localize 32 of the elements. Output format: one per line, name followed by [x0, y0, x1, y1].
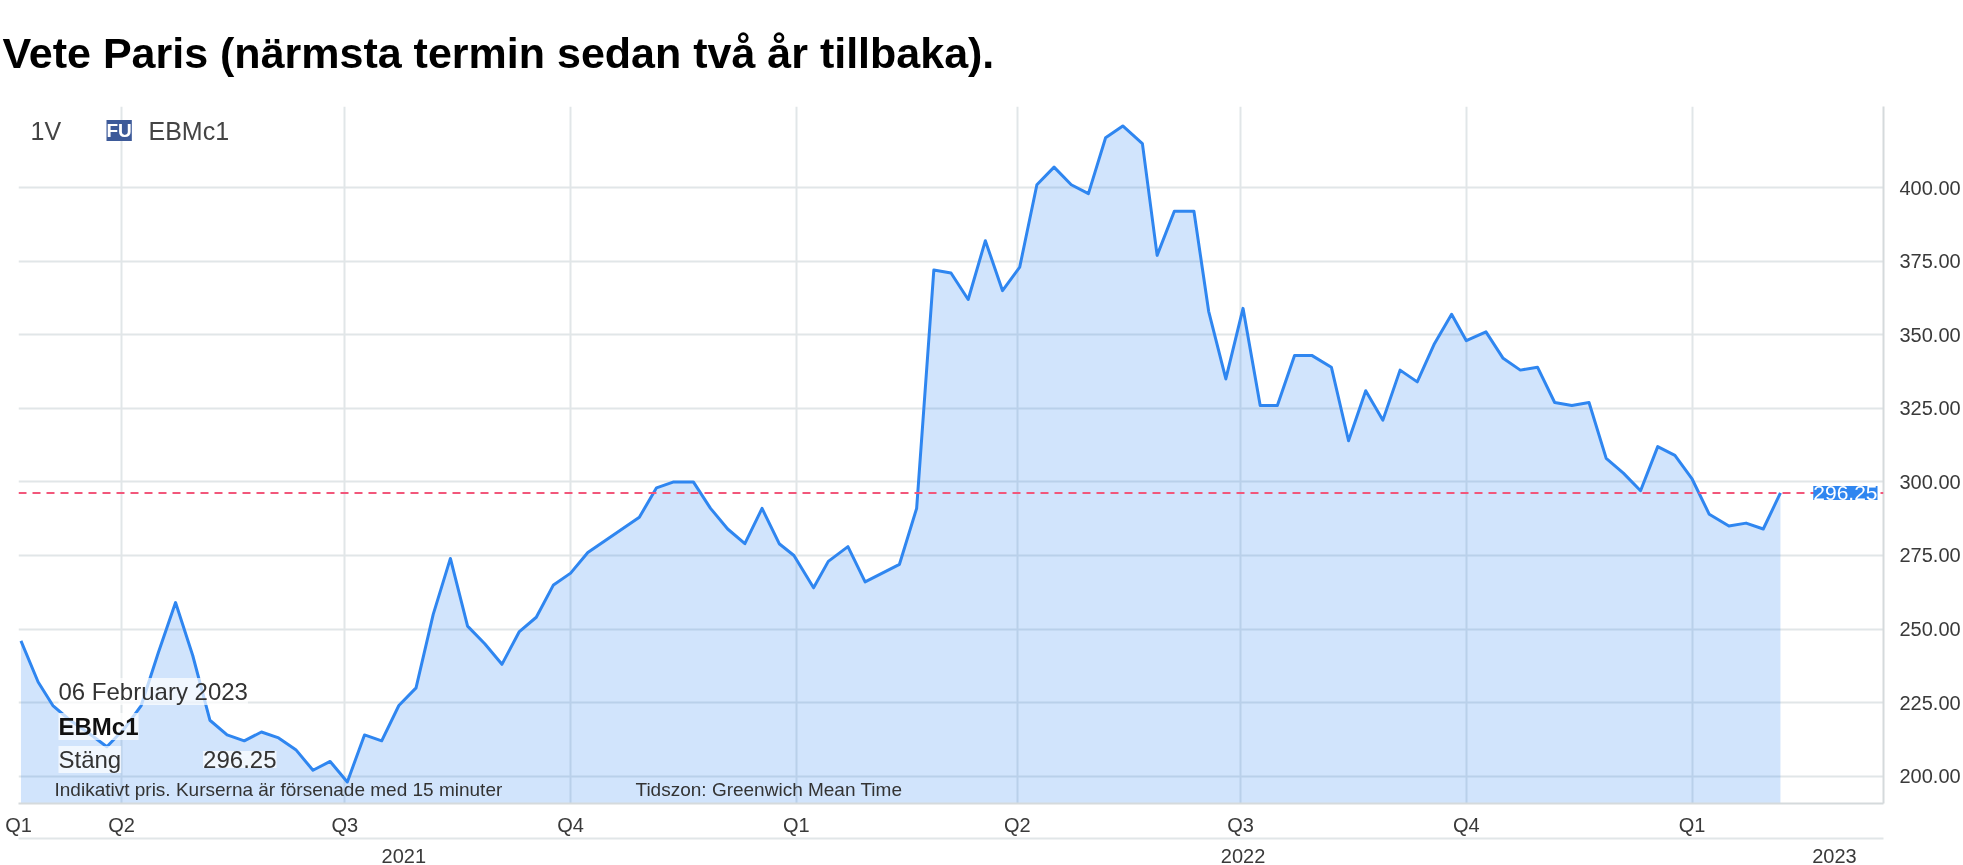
annotation: FU — [106, 120, 132, 141]
annotation: EBMc1 — [148, 116, 230, 145]
y-tick-label: 350.00 — [1899, 323, 1961, 346]
x-tick-label: Q3 — [1227, 813, 1254, 836]
y-tick-label: 250.00 — [1899, 618, 1961, 641]
annotation: Indikativt pris. Kurserna är försenade med 15 minuter — [54, 779, 503, 800]
x-tick-label: Q4 — [1452, 813, 1480, 836]
annotation: 06 February 2023 — [58, 678, 248, 705]
annotation: 1V — [30, 116, 62, 145]
ref-line-label: 296.25 — [1813, 480, 1878, 504]
chart-title: Vete Paris (närmsta termin sedan två år tillbaka). — [2, 28, 995, 77]
y-tick-label: 325.00 — [1899, 397, 1961, 420]
y-tick-label: 400.00 — [1899, 176, 1961, 199]
y-tick-label: 275.00 — [1899, 544, 1961, 567]
x-tick-label: Q2 — [1003, 813, 1031, 836]
x-tick-label: Q1 — [5, 813, 32, 836]
x-tick-label: Q1 — [783, 813, 810, 836]
x2-tick-label: 2023 — [1812, 844, 1857, 865]
x-tick-label: Q1 — [1678, 813, 1706, 836]
y-tick-label: 375.00 — [1899, 250, 1961, 273]
annotation: Stäng — [58, 746, 122, 773]
x2-tick-label: 2021 — [381, 844, 427, 865]
annotation: EBMc1 — [58, 713, 139, 740]
y-tick-label: 200.00 — [1899, 765, 1961, 788]
x-tick-label: Q2 — [108, 813, 135, 836]
annotation: 296.25 — [203, 746, 277, 773]
x-tick-label: Q4 — [557, 813, 584, 836]
x2-tick-label: 2022 — [1220, 844, 1266, 865]
y-tick-label: 300.00 — [1899, 470, 1961, 493]
annotation: Tidszon: Greenwich Mean Time — [635, 779, 902, 800]
y-tick-label: 225.00 — [1899, 691, 1961, 714]
x-tick-label: Q3 — [331, 813, 359, 836]
